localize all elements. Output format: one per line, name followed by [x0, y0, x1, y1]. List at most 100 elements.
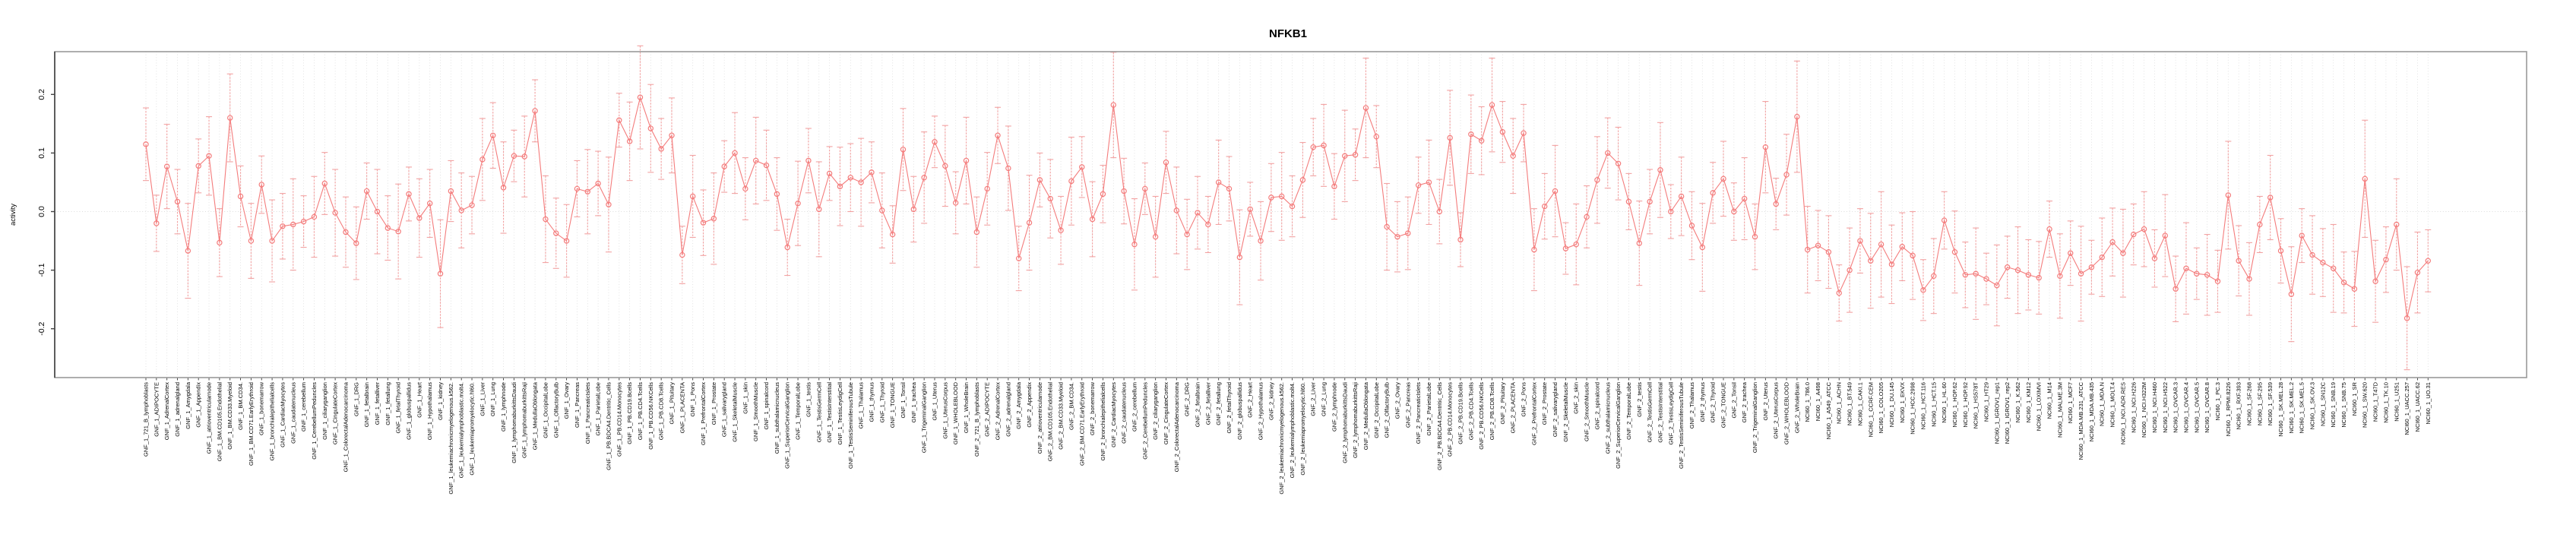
- data-point[interactable]: [1268, 194, 1274, 201]
- data-point[interactable]: [1752, 233, 1758, 240]
- data-point[interactable]: [1405, 230, 1411, 236]
- data-point[interactable]: [1299, 177, 1306, 183]
- data-point[interactable]: [1068, 178, 1074, 185]
- data-point[interactable]: [1962, 272, 1969, 278]
- data-point[interactable]: [2131, 231, 2137, 238]
- data-point[interactable]: [143, 141, 149, 147]
- data-point[interactable]: [237, 193, 244, 200]
- data-point[interactable]: [2331, 265, 2337, 271]
- data-point[interactable]: [416, 215, 422, 221]
- data-point[interactable]: [1457, 236, 1464, 243]
- data-point[interactable]: [637, 94, 644, 100]
- data-point[interactable]: [2299, 232, 2305, 239]
- data-point[interactable]: [1468, 131, 1474, 138]
- data-point[interactable]: [2088, 264, 2095, 270]
- data-point[interactable]: [1415, 182, 1422, 188]
- data-point[interactable]: [626, 138, 633, 144]
- data-point[interactable]: [227, 115, 233, 121]
- data-point[interactable]: [1373, 134, 1379, 140]
- data-point[interactable]: [2246, 276, 2252, 282]
- data-point[interactable]: [311, 213, 318, 220]
- data-point[interactable]: [1794, 113, 1800, 120]
- data-point[interactable]: [2057, 273, 2063, 280]
- data-point[interactable]: [679, 251, 685, 258]
- data-point[interactable]: [258, 182, 264, 188]
- data-point[interactable]: [1773, 201, 1779, 207]
- data-point[interactable]: [1226, 185, 1233, 192]
- data-point[interactable]: [763, 162, 770, 169]
- data-point[interactable]: [858, 179, 864, 185]
- data-point[interactable]: [469, 202, 475, 208]
- data-point[interactable]: [2320, 259, 2326, 266]
- data-point[interactable]: [2014, 267, 2021, 274]
- data-point[interactable]: [1973, 270, 1979, 277]
- data-point[interactable]: [206, 153, 212, 159]
- data-point[interactable]: [458, 207, 464, 213]
- data-point[interactable]: [563, 238, 570, 244]
- data-point[interactable]: [1678, 193, 1685, 200]
- data-point[interactable]: [1931, 273, 1937, 280]
- data-point[interactable]: [669, 132, 675, 138]
- data-point[interactable]: [1510, 153, 1516, 159]
- data-point[interactable]: [1584, 213, 1590, 220]
- data-point[interactable]: [2277, 248, 2284, 254]
- data-point[interactable]: [2162, 232, 2168, 239]
- data-point[interactable]: [1625, 198, 1632, 205]
- data-point[interactable]: [217, 239, 223, 246]
- data-point[interactable]: [2046, 226, 2052, 232]
- data-point[interactable]: [1805, 246, 1811, 253]
- data-point[interactable]: [889, 231, 896, 238]
- data-point[interactable]: [2267, 194, 2274, 201]
- data-point[interactable]: [2183, 265, 2189, 271]
- data-point[interactable]: [2204, 272, 2210, 278]
- data-point[interactable]: [1289, 203, 1296, 210]
- data-point[interactable]: [2214, 278, 2221, 284]
- data-point[interactable]: [1016, 255, 1022, 261]
- data-point[interactable]: [406, 191, 412, 198]
- data-point[interactable]: [732, 150, 738, 157]
- data-point[interactable]: [1615, 160, 1622, 166]
- data-point[interactable]: [1163, 160, 1169, 166]
- data-point[interactable]: [2194, 270, 2200, 277]
- data-point[interactable]: [290, 221, 296, 228]
- data-point[interactable]: [932, 139, 938, 145]
- data-point[interactable]: [1668, 208, 1674, 215]
- data-point[interactable]: [1888, 261, 1895, 267]
- data-point[interactable]: [837, 183, 843, 190]
- data-point[interactable]: [1342, 153, 1348, 159]
- data-point[interactable]: [395, 229, 401, 235]
- data-point[interactable]: [584, 188, 590, 194]
- data-point[interactable]: [153, 220, 160, 226]
- data-point[interactable]: [1121, 188, 1127, 194]
- data-point[interactable]: [1847, 267, 1853, 274]
- data-point[interactable]: [385, 225, 391, 231]
- data-point[interactable]: [1941, 217, 1948, 223]
- data-point[interactable]: [1195, 210, 1201, 216]
- data-point[interactable]: [910, 206, 917, 213]
- data-point[interactable]: [1857, 238, 1863, 244]
- data-point[interactable]: [1478, 138, 1485, 144]
- data-point[interactable]: [616, 117, 622, 123]
- data-point[interactable]: [1005, 165, 1011, 172]
- data-point[interactable]: [300, 218, 307, 225]
- data-point[interactable]: [689, 193, 696, 200]
- data-point[interactable]: [2068, 250, 2074, 256]
- data-point[interactable]: [942, 163, 948, 169]
- data-point[interactable]: [826, 170, 833, 177]
- data-point[interactable]: [1720, 175, 1726, 182]
- data-point[interactable]: [2099, 254, 2105, 261]
- data-point[interactable]: [1279, 193, 1285, 200]
- data-point[interactable]: [2425, 258, 2431, 264]
- data-point[interactable]: [1205, 221, 1211, 228]
- data-point[interactable]: [426, 201, 433, 207]
- data-point[interactable]: [795, 201, 801, 207]
- data-point[interactable]: [1825, 248, 1832, 255]
- data-point[interactable]: [816, 206, 822, 213]
- data-point[interactable]: [479, 157, 486, 163]
- data-point[interactable]: [1836, 289, 1842, 296]
- data-point[interactable]: [511, 153, 517, 159]
- data-point[interactable]: [1173, 207, 1180, 213]
- data-point[interactable]: [1447, 134, 1453, 141]
- data-point[interactable]: [2109, 239, 2116, 245]
- data-point[interactable]: [1951, 248, 1958, 255]
